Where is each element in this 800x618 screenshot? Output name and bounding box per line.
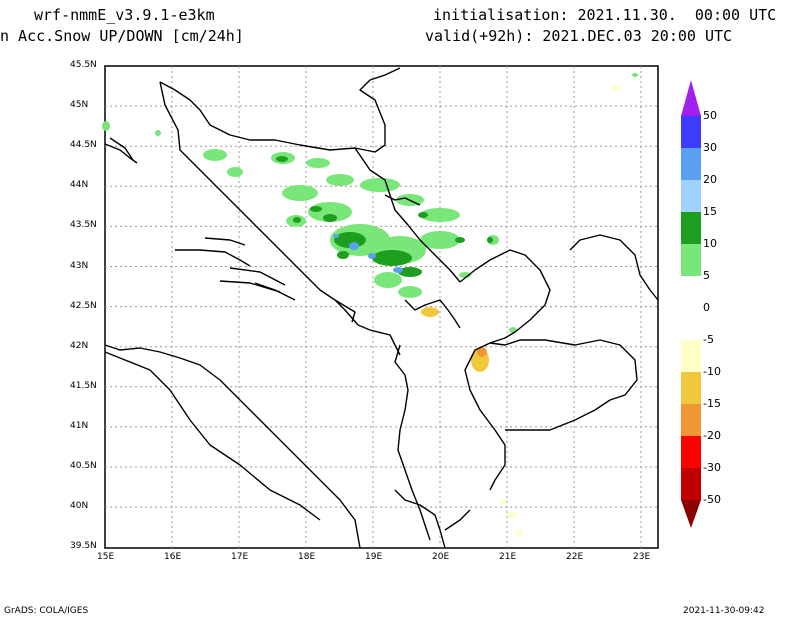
init-time: initialisation: 2021.11.30. 00:00 UTC [433, 6, 777, 24]
lat-tick-label: 41N [70, 420, 89, 431]
valid-time: valid(+92h): 2021.DEC.03 20:00 UTC [425, 27, 733, 45]
colorbar-label: 0 [703, 301, 710, 314]
colorbar-label: -50 [703, 493, 721, 506]
colorbar-band-m30 [681, 468, 701, 500]
lat-tick-label: 41.5N [70, 380, 97, 391]
colorbar-band-m20 [681, 436, 701, 468]
lat-tick-label: 43.5N [70, 220, 97, 231]
colorbar-label: -30 [703, 461, 721, 474]
lon-tick-label: 18E [298, 552, 316, 562]
lon-tick-label: 15E [97, 552, 115, 562]
colorbar-band-10 [681, 244, 701, 276]
snow-increase-areas-10 [276, 156, 493, 277]
colorbar-label: 5 [703, 269, 710, 282]
colorbar-label: 50 [703, 109, 717, 122]
lon-tick-label: 16E [164, 552, 182, 562]
colorbar-label: 20 [703, 173, 717, 186]
lat-tick-label: 40.5N [70, 461, 97, 471]
colorbar-label: -15 [703, 397, 721, 410]
lat-tick-label: 42N [70, 340, 89, 351]
lon-tick-label: 21E [499, 552, 517, 562]
colorbar-bottom-arrow [681, 500, 701, 528]
snow-decrease-areas [421, 85, 619, 536]
lat-tick-label: 45.5N [70, 60, 97, 70]
coastlines-borders [104, 67, 659, 549]
timestamp-text: 2021-11-30-09:42 [683, 606, 765, 616]
colorbar-label: 15 [703, 205, 717, 218]
colorbar-label: 10 [703, 237, 717, 250]
lon-tick-label: 17E [231, 552, 249, 562]
credit-text: GrADS: COLA/IGES [4, 606, 89, 616]
colorbar-band-m10 [681, 372, 701, 404]
colorbar [681, 80, 701, 528]
field-name: n Acc.Snow UP/DOWN [cm/24h] [0, 27, 244, 45]
lon-tick-label: 19E [365, 552, 383, 562]
lon-tick-label: 22E [566, 552, 584, 562]
lat-tick-label: 40N [70, 501, 89, 512]
grid-lines [105, 66, 658, 548]
colorbar-band-30 [681, 148, 701, 180]
colorbar-top-arrow [681, 80, 701, 116]
lat-tick-label: 45N [70, 100, 89, 111]
colorbar-band-m5 [681, 340, 701, 372]
lat-tick-label: 42.5N [70, 300, 97, 311]
colorbar-label: -5 [703, 333, 714, 346]
lon-tick-label: 20E [432, 552, 450, 562]
lat-tick-label: 43N [70, 260, 89, 271]
lon-tick-label: 23E [633, 552, 651, 562]
colorbar-label: 30 [703, 141, 717, 154]
colorbar-band-m15 [681, 404, 701, 436]
colorbar-band-5 [681, 276, 701, 340]
colorbar-band-50 [681, 116, 701, 148]
lat-tick-label: 44N [70, 180, 89, 191]
snow-increase-areas-15 [333, 234, 403, 273]
lat-tick-label: 44.5N [70, 140, 97, 151]
model-name: wrf-nmmE_v3.9.1-e3km [34, 6, 215, 24]
lat-tick-label: 39.5N [70, 541, 97, 552]
colorbar-band-15 [681, 212, 701, 244]
colorbar-label: -20 [703, 429, 721, 442]
colorbar-band-20 [681, 180, 701, 212]
colorbar-label: -10 [703, 365, 721, 378]
